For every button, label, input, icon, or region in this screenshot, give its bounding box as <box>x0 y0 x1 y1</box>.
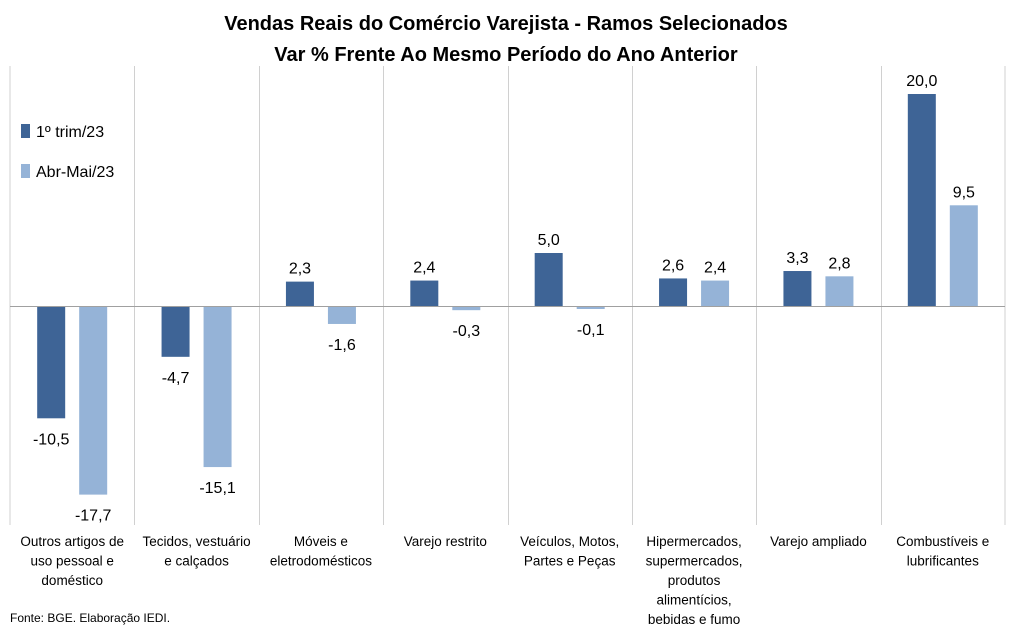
category-label-line: Veículos, Motos, <box>520 534 619 549</box>
category-label-line: Tecidos, vestuário <box>143 534 251 549</box>
category-label-line: produtos <box>668 573 721 588</box>
value-label: -10,5 <box>33 431 70 448</box>
category-label-line: doméstico <box>41 573 103 588</box>
category-label-line: eletrodomésticos <box>270 554 372 569</box>
category-label-line: Combustíveis e <box>896 534 989 549</box>
value-label: -17,7 <box>75 508 112 525</box>
value-label: 5,0 <box>538 232 560 249</box>
value-label: 2,8 <box>828 255 850 272</box>
value-label: 2,6 <box>662 257 684 274</box>
bar-series1-6 <box>783 271 812 306</box>
value-label: -0,1 <box>577 322 605 339</box>
value-label: 20,0 <box>906 73 937 90</box>
value-label: -1,6 <box>328 337 356 354</box>
category-label-line: bebidas e fumo <box>648 612 740 627</box>
bar-series2-2 <box>327 307 356 324</box>
bar-series1-0 <box>37 307 66 419</box>
legend-label-series2: Abr-Mai/23 <box>36 164 114 181</box>
category-label: Móveis e eletrodomésticos <box>270 534 372 569</box>
value-label: -4,7 <box>162 370 190 387</box>
category-label: Outros artigos de uso pessoal e doméstico <box>20 534 124 588</box>
value-label: -0,3 <box>453 323 481 340</box>
category-label-line: Outros artigos de <box>20 534 124 549</box>
category-label: Varejo ampliado <box>770 534 867 549</box>
category-label-line: supermercados, <box>646 554 743 569</box>
category-label: Combustíveis e lubrificantes <box>896 534 989 569</box>
value-label: 2,4 <box>413 260 435 277</box>
legend-swatch-series2 <box>21 164 30 178</box>
category-labels-group: Outros artigos de uso pessoal e doméstico T… <box>20 534 989 627</box>
bar-series1-3 <box>410 280 439 306</box>
value-label: 3,3 <box>786 250 808 267</box>
source-note: Fonte: BGE. Elaboração IEDI. <box>10 611 171 625</box>
bar-series2-7 <box>949 205 978 306</box>
value-labels-group: -10,5 -17,7 -4,7 -15,1 2,3 -1,6 2,4 -0,3 5,0 -0,1… <box>33 73 975 525</box>
plot-frame <box>9 66 1006 525</box>
bar-series2-4 <box>576 307 605 309</box>
category-label: Tecidos, vestuário e calçados <box>143 534 251 569</box>
value-label: 2,3 <box>289 261 311 278</box>
chart-subtitle: Var % Frente Ao Mesmo Período do Ano Ant… <box>274 44 738 66</box>
category-label-line: uso pessoal e <box>31 554 114 569</box>
bar-series2-0 <box>79 307 108 495</box>
legend: 1º trim/23 Abr-Mai/23 <box>21 124 114 181</box>
value-label: 9,5 <box>953 184 975 201</box>
category-label-line: Hipermercados, <box>646 534 741 549</box>
category-label: Hipermercados, supermercados, produtos alim… <box>646 534 743 627</box>
category-label-line: alimentícios, <box>657 593 732 608</box>
bar-series1-5 <box>659 278 688 306</box>
category-label-line: Varejo ampliado <box>770 534 867 549</box>
bar-series1-1 <box>161 307 190 357</box>
bar-series2-1 <box>203 307 232 468</box>
bar-series1-7 <box>907 94 936 306</box>
category-label-line: Móveis e <box>294 534 348 549</box>
category-label-line: Partes e Peças <box>524 554 616 569</box>
bar-series2-3 <box>452 307 481 311</box>
legend-label-series1: 1º trim/23 <box>36 124 104 141</box>
value-label: -15,1 <box>199 480 236 497</box>
legend-swatch-series1 <box>21 124 30 138</box>
bars-group <box>37 94 978 495</box>
category-label-line: lubrificantes <box>907 554 979 569</box>
bar-series1-4 <box>534 253 563 306</box>
value-label: 2,4 <box>704 260 726 277</box>
bar-series2-6 <box>825 276 854 306</box>
chart-title: Vendas Reais do Comércio Varejista - Ram… <box>224 13 788 35</box>
bar-series1-2 <box>285 281 314 306</box>
category-label: Varejo restrito <box>404 534 487 549</box>
bar-series2-5 <box>701 280 730 306</box>
category-label-line: e calçados <box>164 554 229 569</box>
category-label-line: Varejo restrito <box>404 534 487 549</box>
category-label: Veículos, Motos, Partes e Peças <box>520 534 619 569</box>
